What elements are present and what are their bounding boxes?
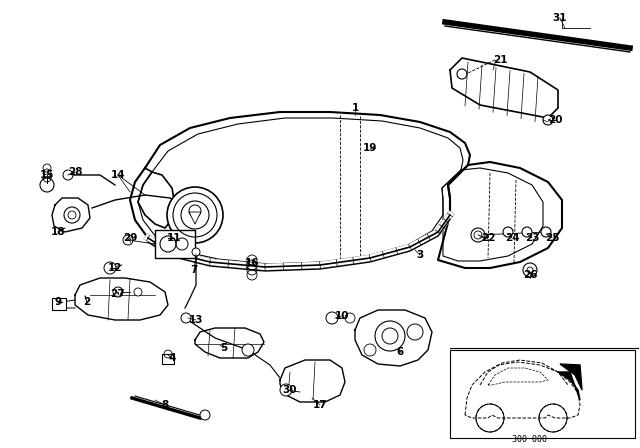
Text: 300 000: 300 000 bbox=[513, 435, 547, 444]
Circle shape bbox=[181, 201, 209, 229]
Polygon shape bbox=[189, 212, 201, 224]
Circle shape bbox=[181, 313, 191, 323]
Text: 23: 23 bbox=[525, 233, 540, 243]
Text: 13: 13 bbox=[189, 315, 204, 325]
Text: 19: 19 bbox=[363, 143, 377, 153]
Circle shape bbox=[543, 115, 553, 125]
Text: 4: 4 bbox=[168, 353, 176, 363]
Circle shape bbox=[471, 228, 485, 242]
Text: 28: 28 bbox=[68, 167, 83, 177]
Text: 24: 24 bbox=[505, 233, 519, 243]
Circle shape bbox=[522, 227, 532, 237]
Text: 7: 7 bbox=[190, 265, 198, 275]
Bar bbox=[52, 298, 66, 310]
Text: 12: 12 bbox=[108, 263, 122, 273]
Text: 1: 1 bbox=[351, 103, 358, 113]
Circle shape bbox=[104, 262, 116, 274]
Text: 22: 22 bbox=[481, 233, 495, 243]
Circle shape bbox=[63, 170, 73, 180]
Bar bbox=[162, 354, 174, 364]
Circle shape bbox=[364, 344, 376, 356]
Text: 9: 9 bbox=[54, 297, 61, 307]
Text: 30: 30 bbox=[283, 385, 297, 395]
Text: 15: 15 bbox=[40, 170, 54, 180]
Circle shape bbox=[407, 324, 423, 340]
Circle shape bbox=[189, 205, 201, 217]
Text: 18: 18 bbox=[51, 227, 65, 237]
Circle shape bbox=[326, 312, 338, 324]
Circle shape bbox=[113, 287, 123, 297]
Text: 14: 14 bbox=[111, 170, 125, 180]
Text: 5: 5 bbox=[220, 343, 228, 353]
Text: 26: 26 bbox=[523, 270, 537, 280]
Text: 17: 17 bbox=[313, 400, 327, 410]
Polygon shape bbox=[560, 364, 582, 390]
Circle shape bbox=[64, 207, 80, 223]
Text: 31: 31 bbox=[553, 13, 567, 23]
Circle shape bbox=[375, 321, 405, 351]
Circle shape bbox=[242, 344, 254, 356]
Circle shape bbox=[134, 288, 142, 296]
Circle shape bbox=[200, 410, 210, 420]
Bar bbox=[450, 350, 635, 438]
Text: 3: 3 bbox=[417, 250, 424, 260]
Text: 21: 21 bbox=[493, 55, 508, 65]
Circle shape bbox=[192, 248, 200, 256]
Circle shape bbox=[123, 235, 133, 245]
Text: 11: 11 bbox=[167, 233, 181, 243]
Text: 10: 10 bbox=[335, 311, 349, 321]
Bar bbox=[155, 230, 195, 258]
Circle shape bbox=[523, 263, 537, 277]
Circle shape bbox=[40, 178, 54, 192]
Text: 8: 8 bbox=[161, 400, 168, 410]
Circle shape bbox=[503, 227, 513, 237]
Text: 29: 29 bbox=[123, 233, 137, 243]
Text: 27: 27 bbox=[109, 289, 124, 299]
Text: 2: 2 bbox=[83, 297, 91, 307]
Circle shape bbox=[280, 384, 292, 396]
Circle shape bbox=[457, 69, 467, 79]
Text: 16: 16 bbox=[244, 258, 259, 268]
Text: 25: 25 bbox=[545, 233, 559, 243]
Circle shape bbox=[167, 187, 223, 243]
Text: 20: 20 bbox=[548, 115, 563, 125]
Text: 6: 6 bbox=[396, 347, 404, 357]
Polygon shape bbox=[558, 372, 580, 400]
Circle shape bbox=[541, 227, 551, 237]
